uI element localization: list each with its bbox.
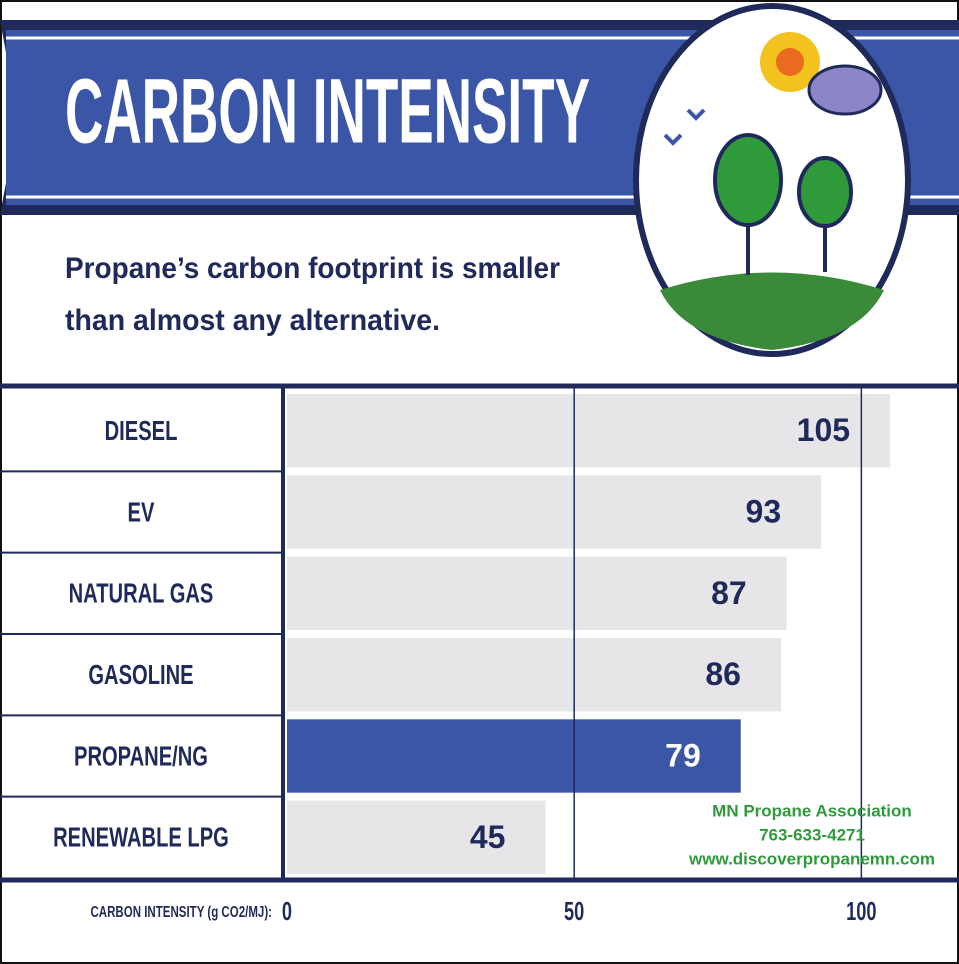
annotation: 763-633-4271 bbox=[759, 825, 865, 844]
category-label: RENEWABLE LPG bbox=[53, 823, 229, 854]
value-label: 93 bbox=[746, 493, 782, 529]
infographic: CARBON INTENSITY Propane’s carbon footpr… bbox=[0, 0, 959, 964]
category-label: DIESEL bbox=[105, 416, 178, 447]
value-label: 86 bbox=[705, 656, 741, 692]
value-label: 87 bbox=[711, 575, 747, 611]
annotation: MN Propane Association bbox=[712, 801, 912, 820]
bar bbox=[287, 801, 545, 874]
subtitle: than almost any alternative. bbox=[65, 304, 440, 337]
x-tick-label: 100 bbox=[846, 897, 876, 926]
x-tick-label: 0 bbox=[282, 897, 292, 926]
subtitle: Propane’s carbon footprint is smaller bbox=[65, 252, 560, 285]
category-label: EV bbox=[128, 497, 155, 528]
value-label: 45 bbox=[470, 819, 506, 855]
x-axis-label: CARBON INTENSITY (g CO2/MJ): bbox=[90, 902, 272, 920]
value-label: 79 bbox=[665, 737, 701, 773]
annotation: www.discoverpropanemn.com bbox=[688, 849, 935, 868]
illustration bbox=[636, 6, 908, 354]
title: CARBON INTENSITY bbox=[65, 60, 590, 162]
value-label: 105 bbox=[797, 412, 850, 448]
bar bbox=[287, 475, 821, 548]
category-label: PROPANE/NG bbox=[74, 741, 208, 772]
category-label: GASOLINE bbox=[88, 660, 193, 691]
x-tick-label: 50 bbox=[564, 897, 584, 926]
category-label: NATURAL GAS bbox=[69, 579, 214, 610]
